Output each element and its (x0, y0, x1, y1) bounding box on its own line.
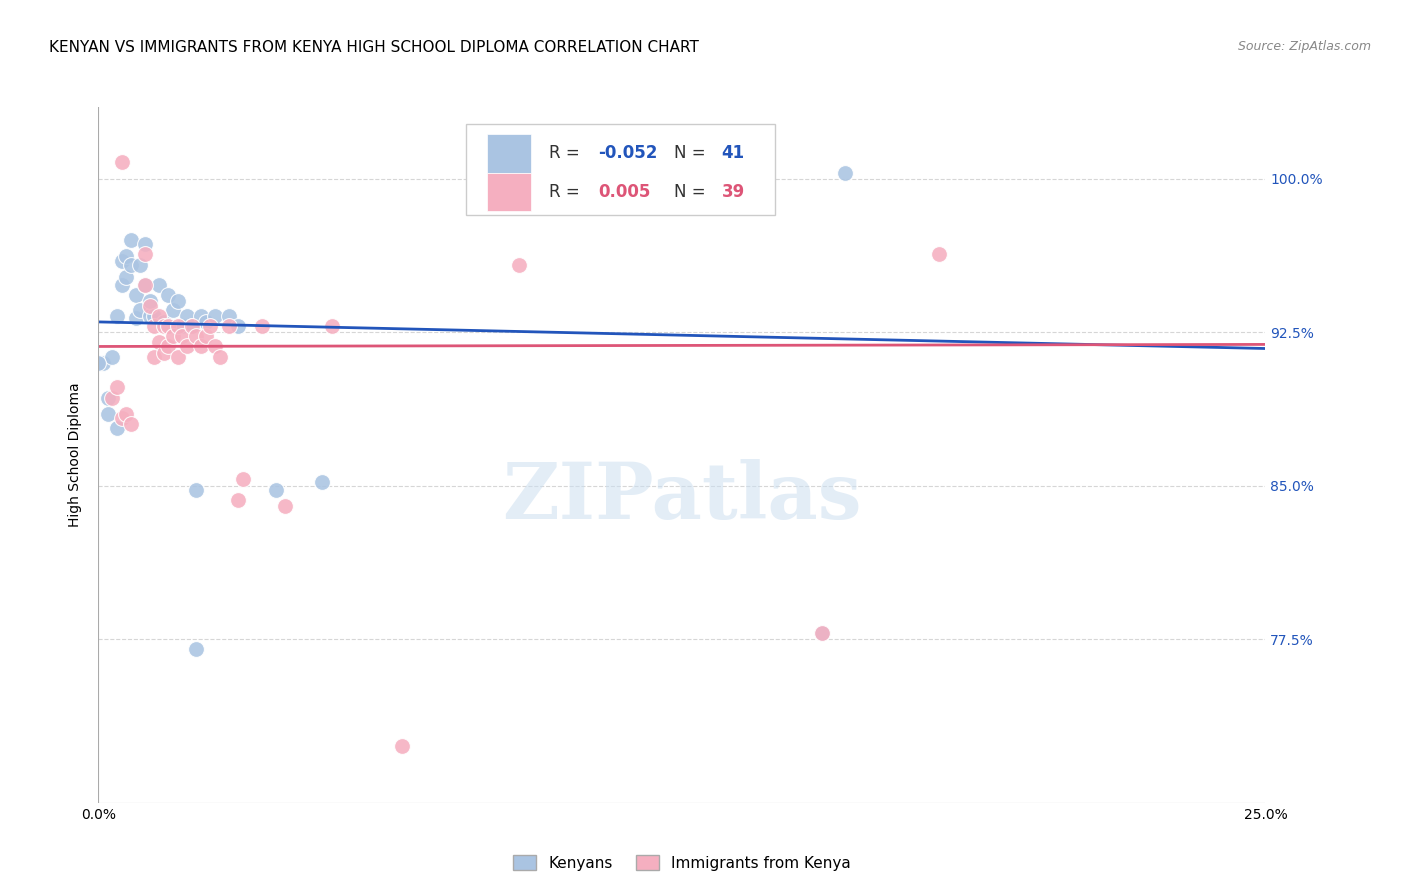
FancyBboxPatch shape (486, 173, 531, 211)
Text: KENYAN VS IMMIGRANTS FROM KENYA HIGH SCHOOL DIPLOMA CORRELATION CHART: KENYAN VS IMMIGRANTS FROM KENYA HIGH SCH… (49, 40, 699, 55)
Point (928, 247, 950, 261)
Point (200, 318, 222, 333)
Point (391, 739, 413, 753)
Point (125, 288, 148, 302)
Point (105, 421, 128, 435)
Point (311, 475, 333, 489)
Point (111, 411, 134, 425)
Point (115, 249, 138, 263)
Point (115, 269, 138, 284)
Point (274, 499, 297, 513)
Point (166, 318, 188, 333)
Point (194, 315, 217, 329)
Y-axis label: High School Diploma: High School Diploma (69, 383, 83, 527)
Point (186, 483, 208, 497)
Point (208, 350, 231, 364)
Point (176, 339, 198, 353)
Point (143, 309, 166, 323)
Point (148, 335, 170, 350)
FancyBboxPatch shape (465, 124, 775, 215)
Point (232, 473, 254, 487)
Text: Source: ZipAtlas.com: Source: ZipAtlas.com (1237, 40, 1371, 54)
Point (834, 165, 856, 179)
Point (157, 339, 180, 353)
Point (194, 329, 217, 343)
Point (129, 302, 152, 317)
Point (190, 309, 212, 323)
Point (152, 315, 174, 329)
Point (508, 258, 530, 272)
Point (91, 356, 114, 370)
Point (811, 626, 834, 640)
Point (105, 380, 128, 394)
Point (101, 391, 124, 405)
Point (120, 417, 142, 432)
Point (111, 253, 134, 268)
Point (139, 299, 162, 313)
Point (134, 237, 156, 252)
FancyBboxPatch shape (486, 134, 531, 172)
Point (111, 278, 134, 293)
Point (125, 310, 148, 325)
Legend: Kenyans, Immigrants from Kenya: Kenyans, Immigrants from Kenya (509, 850, 855, 875)
Point (186, 642, 208, 657)
Point (148, 309, 170, 323)
Point (190, 339, 212, 353)
Point (97, 407, 120, 421)
Point (218, 318, 240, 333)
Point (129, 258, 152, 272)
Text: ZIPatlas: ZIPatlas (502, 458, 862, 534)
Point (166, 350, 188, 364)
Point (139, 309, 162, 323)
Point (186, 329, 208, 343)
Point (250, 318, 273, 333)
Point (172, 329, 194, 343)
Text: -0.052: -0.052 (598, 145, 657, 162)
Point (87, 356, 110, 370)
Point (162, 329, 184, 343)
Text: N =: N = (673, 183, 710, 202)
Point (152, 345, 174, 359)
Point (321, 318, 343, 333)
Point (157, 288, 180, 302)
Point (162, 302, 184, 317)
Point (139, 294, 162, 309)
Point (97, 391, 120, 405)
Text: 0.005: 0.005 (598, 183, 650, 202)
Point (228, 492, 250, 507)
Point (204, 339, 226, 353)
Point (811, 626, 834, 640)
Point (143, 350, 166, 364)
Point (176, 309, 198, 323)
Point (134, 278, 156, 293)
Point (204, 309, 226, 323)
Point (120, 233, 142, 247)
Point (115, 407, 138, 421)
Point (143, 318, 166, 333)
Point (134, 247, 156, 261)
Point (228, 318, 250, 333)
Text: N =: N = (673, 145, 710, 162)
Point (101, 350, 124, 364)
Point (120, 258, 142, 272)
Point (105, 309, 128, 323)
Point (134, 278, 156, 293)
Point (264, 483, 287, 497)
Point (166, 294, 188, 309)
Text: 39: 39 (721, 183, 745, 202)
Point (180, 318, 202, 333)
Point (111, 155, 134, 169)
Point (218, 309, 240, 323)
Point (157, 318, 180, 333)
Point (148, 278, 170, 293)
Text: 41: 41 (721, 145, 745, 162)
Point (172, 318, 194, 333)
Point (180, 318, 202, 333)
Text: R =: R = (548, 183, 585, 202)
Text: R =: R = (548, 145, 585, 162)
Point (152, 318, 174, 333)
